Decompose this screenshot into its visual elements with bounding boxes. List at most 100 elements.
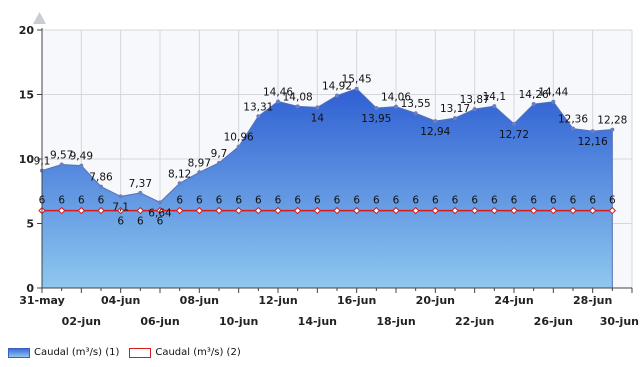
series-2-point[interactable] <box>57 206 66 215</box>
series-2-point[interactable] <box>372 206 381 215</box>
legend-swatch-line-icon <box>129 347 152 358</box>
legend-item-series-1[interactable]: Caudal (m³/s) (1) <box>8 347 119 358</box>
series-1-point[interactable] <box>138 190 143 195</box>
series-2-data-label: 6 <box>216 195 223 207</box>
series-2-point[interactable] <box>175 206 184 215</box>
series-1-point[interactable] <box>99 184 103 189</box>
series-1-point[interactable] <box>492 104 497 109</box>
series-1-point[interactable] <box>59 162 64 167</box>
y-tick-label: 5 <box>26 218 34 231</box>
series-1-data-label: 14,26 <box>519 89 549 101</box>
series-1-data-label: 14,06 <box>381 92 411 104</box>
series-2-point[interactable] <box>569 206 577 215</box>
series-2-point[interactable] <box>490 206 499 215</box>
x-tick-label: 02-jun <box>62 315 101 328</box>
series-2-data-label: 6 <box>452 195 459 207</box>
series-2-point[interactable] <box>136 206 145 215</box>
series-2-data-label: 6 <box>432 195 439 207</box>
series-1-data-label: 13,87 <box>460 94 490 106</box>
series-1-data-label: 13,55 <box>401 98 431 110</box>
y-tick-label: 0 <box>26 282 34 295</box>
series-1-data-label: 12,16 <box>578 136 608 148</box>
series-1-data-label: 7,86 <box>89 172 113 184</box>
series-2-points <box>38 206 617 215</box>
series-2-point[interactable] <box>588 206 597 215</box>
series-1-point[interactable] <box>256 114 261 119</box>
series-1-point[interactable] <box>315 105 320 110</box>
series-1-point[interactable] <box>590 129 595 134</box>
series-1-point[interactable] <box>118 194 123 199</box>
series-1-point[interactable] <box>79 163 84 168</box>
series-1-point[interactable] <box>610 127 615 132</box>
series-2-point[interactable] <box>313 206 322 215</box>
series-2-point[interactable] <box>451 206 459 215</box>
series-2-point[interactable] <box>97 206 105 215</box>
x-tick-label: 14-jun <box>298 315 337 328</box>
series-2-point[interactable] <box>234 206 243 215</box>
series-1-point[interactable] <box>276 99 280 104</box>
series-1-point[interactable] <box>413 111 418 116</box>
series-1-point[interactable] <box>531 102 536 107</box>
series-1-data-label: 14,46 <box>263 86 293 98</box>
scroll-up-arrow-icon[interactable] <box>33 12 46 24</box>
series-1-point[interactable] <box>374 106 379 111</box>
series-1-point[interactable] <box>354 86 359 91</box>
series-1-point[interactable] <box>236 144 241 149</box>
series-1-data-label: 8,97 <box>188 157 211 169</box>
series-2-data-label: 6 <box>117 216 124 228</box>
series-1-point[interactable] <box>177 181 182 186</box>
series-1-point[interactable] <box>158 200 162 205</box>
series-2-point[interactable] <box>333 206 341 215</box>
series-1-points <box>40 86 615 205</box>
series-1-point[interactable] <box>335 93 339 98</box>
series-1-data-label: 9,1 <box>34 156 51 168</box>
series-1-data-label: 14,92 <box>322 81 352 93</box>
series-2-point[interactable] <box>195 206 204 215</box>
series-2-data-label: 6 <box>294 195 301 207</box>
series-1-point[interactable] <box>472 107 477 112</box>
series-2-point[interactable] <box>274 206 282 215</box>
series-2-point[interactable] <box>470 206 479 215</box>
series-2-point[interactable] <box>510 206 518 215</box>
series-1-point[interactable] <box>433 119 438 124</box>
series-1-data-label: 13,31 <box>243 101 273 113</box>
x-tick-label: 20-jun <box>416 294 455 307</box>
legend-swatch-area-icon <box>8 347 30 358</box>
series-1-point[interactable] <box>197 170 202 175</box>
series-2-point[interactable] <box>608 206 617 215</box>
series-1-point[interactable] <box>394 104 398 109</box>
series-1-data-label: 13,17 <box>440 103 470 115</box>
series-1-point[interactable] <box>551 99 556 104</box>
x-tick-label: 12-jun <box>258 294 297 307</box>
series-2-point[interactable] <box>549 206 558 215</box>
series-2-point[interactable] <box>116 206 125 215</box>
series-2-point[interactable] <box>293 206 302 215</box>
series-2-point[interactable] <box>215 206 223 215</box>
series-2-data-label: 6 <box>137 216 144 228</box>
series-1-point[interactable] <box>453 116 457 121</box>
series-1-data-label: 9,57 <box>50 150 73 162</box>
series-2-data-label: 6 <box>393 195 400 207</box>
series-2-point[interactable] <box>411 206 420 215</box>
series-1-point[interactable] <box>512 121 516 126</box>
series-2-point[interactable] <box>156 206 164 215</box>
series-2-data-label: 6 <box>550 195 557 207</box>
series-2-point[interactable] <box>392 206 400 215</box>
series-1-point[interactable] <box>571 126 575 131</box>
series-2-data-label: 6 <box>275 195 282 207</box>
series-2-point[interactable] <box>254 206 263 215</box>
series-1-point[interactable] <box>295 104 300 109</box>
series-1-point[interactable] <box>217 160 221 165</box>
legend-item-series-2[interactable]: Caudal (m³/s) (2) <box>129 347 241 358</box>
series-2-point[interactable] <box>529 206 538 215</box>
series-2-point[interactable] <box>352 206 361 215</box>
series-2-data-label: 6 <box>412 195 419 207</box>
series-2-data-label: 6 <box>609 195 616 207</box>
series-2-point[interactable] <box>431 206 440 215</box>
series-2-data-label: 6 <box>353 195 360 207</box>
x-tick-label: 10-jun <box>219 315 258 328</box>
series-2-data-label: 6 <box>589 195 596 207</box>
series-2-point[interactable] <box>77 206 86 215</box>
series-2-data-label: 6 <box>570 195 577 207</box>
